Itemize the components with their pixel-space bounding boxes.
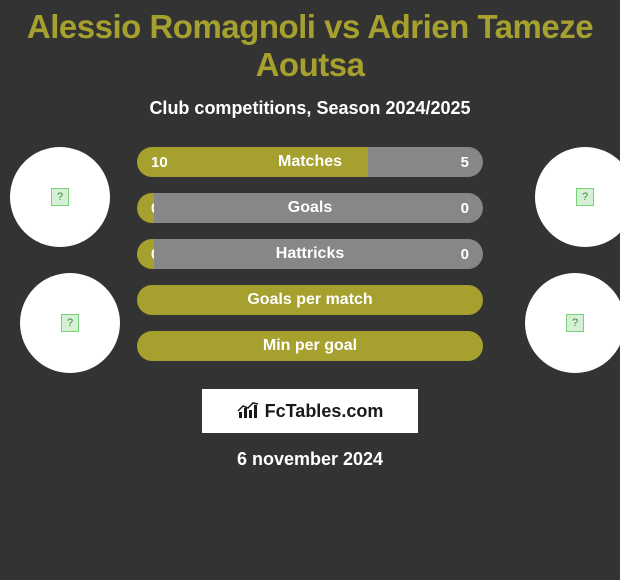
stat-label: Min per goal — [263, 337, 357, 355]
stat-row: 00Goals — [137, 193, 483, 223]
stat-row: Min per goal — [137, 331, 483, 361]
image-placeholder-icon — [576, 188, 594, 206]
stat-row: 105Matches — [137, 147, 483, 177]
image-placeholder-icon — [566, 314, 584, 332]
stat-label: Matches — [278, 153, 342, 171]
page-title: Alessio Romagnoli vs Adrien Tameze Aouts… — [0, 0, 620, 84]
stat-right-segment: 5 — [368, 147, 483, 177]
comparison-panel: 105Matches00Goals00HattricksGoals per ma… — [0, 147, 620, 377]
subtitle: Club competitions, Season 2024/2025 — [0, 98, 620, 119]
stat-row: 00Hattricks — [137, 239, 483, 269]
stat-label: Goals — [288, 199, 332, 217]
stat-label: Goals per match — [247, 291, 372, 309]
player2-club-avatar — [525, 273, 620, 373]
stat-label: Hattricks — [276, 245, 344, 263]
image-placeholder-icon — [51, 188, 69, 206]
comparison-bars: 105Matches00Goals00HattricksGoals per ma… — [137, 147, 483, 361]
stat-left-segment: 0 — [137, 239, 154, 269]
image-placeholder-icon — [61, 314, 79, 332]
date-label: 6 november 2024 — [0, 449, 620, 470]
player2-avatar-top — [535, 147, 620, 247]
player1-club-avatar — [20, 273, 120, 373]
watermark-text: FcTables.com — [265, 401, 384, 422]
bar-chart-icon — [237, 402, 259, 420]
stat-row: Goals per match — [137, 285, 483, 315]
watermark: FcTables.com — [202, 389, 418, 433]
player1-avatar-top — [10, 147, 110, 247]
stat-left-segment: 0 — [137, 193, 154, 223]
